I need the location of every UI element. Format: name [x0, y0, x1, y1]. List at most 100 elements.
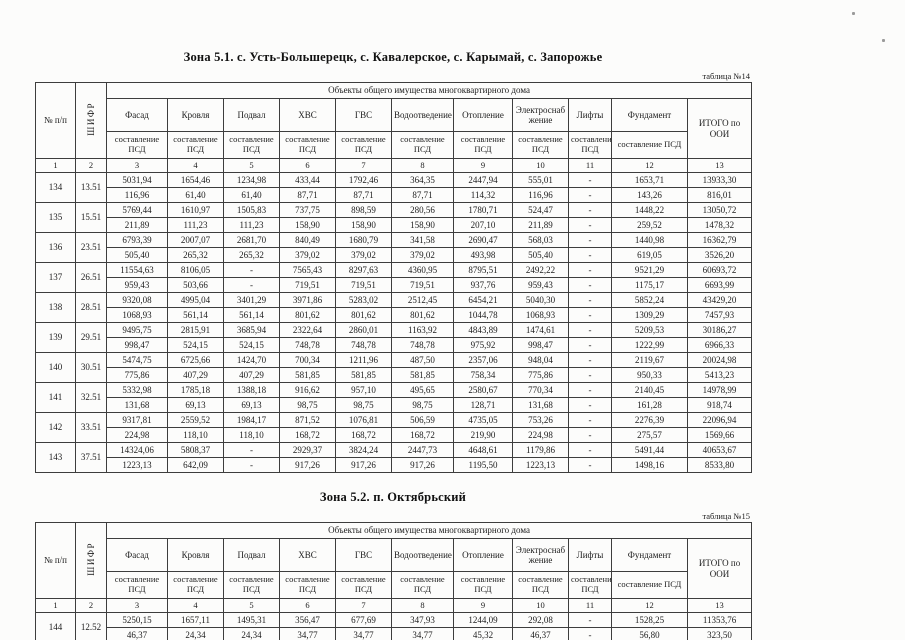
- row-number-cell: 143: [35, 442, 76, 473]
- psd-sub-header: составление ПСД: [568, 571, 612, 599]
- zone-5-2-section: Зона 5.2. п. Октябрьский таблица №15 № п…: [35, 473, 753, 640]
- data-row-142-line2: 224,98 118,10 118,10 168,72 168,72 168,72 219,…: [36, 427, 753, 443]
- column-index: 3: [106, 598, 168, 613]
- cipher-cell: 23.51: [75, 232, 107, 263]
- value-cell: -: [568, 337, 612, 353]
- value-cell: 280,56: [391, 202, 454, 218]
- value-cell: 4995,04: [167, 292, 224, 308]
- value-cell: -: [568, 627, 612, 640]
- document-sheet: Зона 5.1. с. Усть-Большерецк, с. Кавалер…: [35, 0, 753, 640]
- value-cell: 916,62: [279, 382, 336, 398]
- column-header-7: ГВС: [335, 538, 392, 572]
- value-cell: -: [568, 442, 612, 458]
- cipher-cell: 13.51: [75, 172, 107, 203]
- value-cell: -: [568, 292, 612, 308]
- psd-sub-header: составление ПСД: [279, 131, 336, 159]
- value-cell: 5769,44: [106, 202, 168, 218]
- row-number-cell: 144: [35, 612, 76, 640]
- value-cell: 323,50: [686, 627, 753, 640]
- column-index: 11: [568, 158, 612, 173]
- data-row-140-line2: 775,86 407,29 407,29 581,85 581,85 581,85 758,…: [36, 367, 753, 383]
- value-cell: 4843,89: [453, 322, 513, 338]
- value-cell: -: [568, 172, 612, 188]
- value-cell: 1424,70: [223, 352, 280, 368]
- value-cell: 379,02: [279, 247, 336, 263]
- value-cell: 1223,13: [512, 457, 569, 473]
- value-cell: 487,50: [391, 352, 454, 368]
- value-cell: 959,43: [512, 277, 569, 293]
- column-index: 4: [167, 598, 224, 613]
- data-row-135-line1: 135 15.51 5769,44 1610,97 1505,83 737,75 898,5…: [35, 202, 753, 233]
- data-row-135-line2: 211,89 111,23 111,23 158,90 158,90 158,90 207,…: [36, 217, 753, 233]
- value-cell: 1474,61: [512, 322, 569, 338]
- psd-sub-header: составление ПСД: [391, 571, 454, 599]
- value-cell: 5250,15: [106, 612, 168, 628]
- value-cell: 16362,79: [686, 232, 753, 248]
- value-cell: 2681,70: [223, 232, 280, 248]
- value-cell: 40653,67: [686, 442, 753, 458]
- value-cell: -: [568, 367, 612, 383]
- value-cell: 407,29: [223, 367, 280, 383]
- value-cell: 677,69: [335, 612, 392, 628]
- psd-sub-header: составление ПСД: [106, 131, 168, 159]
- value-cell: 1211,96: [335, 352, 392, 368]
- value-cell: 775,86: [512, 367, 569, 383]
- column-index: 13: [686, 158, 753, 173]
- value-cell: 61,40: [167, 187, 224, 203]
- row-number-cell: 139: [35, 322, 76, 353]
- value-cell: -: [223, 442, 280, 458]
- value-cell: 69,13: [167, 397, 224, 413]
- psd-sub-header: составление ПСД: [223, 571, 280, 599]
- value-cell: 737,75: [279, 202, 336, 218]
- value-cell: 14324,06: [106, 442, 168, 458]
- value-cell: 2512,45: [391, 292, 454, 308]
- value-cell: 161,28: [611, 397, 688, 413]
- value-cell: 775,86: [106, 367, 168, 383]
- zone-5-1-title: Зона 5.1. с. Усть-Большерецк, с. Кавалер…: [183, 50, 603, 64]
- value-cell: 6793,39: [106, 232, 168, 248]
- column-header-12: Фундамент: [611, 98, 688, 132]
- row-number-cell: 142: [35, 412, 76, 443]
- value-cell: 1478,32: [686, 217, 753, 233]
- column-index: 6: [279, 158, 336, 173]
- column-index: 7: [335, 598, 392, 613]
- value-cell: 700,34: [279, 352, 336, 368]
- row-number-header: № п/п: [35, 82, 76, 159]
- value-cell: 2580,67: [453, 382, 513, 398]
- value-cell: 224,98: [106, 427, 168, 443]
- data-row-139-line1: 139 29.51 9495,75 2815,91 3685,94 2322,64 2860…: [35, 322, 753, 353]
- value-cell: 1234,98: [223, 172, 280, 188]
- value-cell: 87,71: [391, 187, 454, 203]
- value-cell: 917,26: [391, 457, 454, 473]
- cipher-cell: 12.52: [75, 612, 107, 640]
- value-cell: -: [568, 307, 612, 323]
- value-cell: 5209,53: [611, 322, 688, 338]
- value-cell: 259,52: [611, 217, 688, 233]
- psd-sub-header: составление ПСД: [167, 131, 224, 159]
- value-cell: 1244,09: [453, 612, 513, 628]
- value-cell: 118,10: [167, 427, 224, 443]
- value-cell: 503,66: [167, 277, 224, 293]
- value-cell: 45,32: [453, 627, 513, 640]
- column-index: 12: [611, 158, 688, 173]
- value-cell: 168,72: [335, 427, 392, 443]
- column-index: 7: [335, 158, 392, 173]
- cipher-cell: 26.51: [75, 262, 107, 293]
- value-cell: 347,93: [391, 612, 454, 628]
- data-row-138-line1: 138 28.51 9320,08 4995,04 3401,29 3971,86 5283…: [35, 292, 753, 323]
- value-cell: 770,34: [512, 382, 569, 398]
- value-cell: 34,77: [335, 627, 392, 640]
- value-cell: 493,98: [453, 247, 513, 263]
- value-cell: 5283,02: [335, 292, 392, 308]
- value-cell: 9317,81: [106, 412, 168, 428]
- value-cell: 207,10: [453, 217, 513, 233]
- value-cell: 957,10: [335, 382, 392, 398]
- psd-sub-header: составление ПСД: [223, 131, 280, 159]
- total-column-header: ИТОГО по ООИ: [686, 538, 753, 599]
- value-cell: 6454,21: [453, 292, 513, 308]
- value-cell: 356,47: [279, 612, 336, 628]
- value-cell: 1175,17: [611, 277, 688, 293]
- value-cell: 5474,75: [106, 352, 168, 368]
- row-number-cell: 134: [35, 172, 76, 203]
- column-index: 9: [453, 598, 513, 613]
